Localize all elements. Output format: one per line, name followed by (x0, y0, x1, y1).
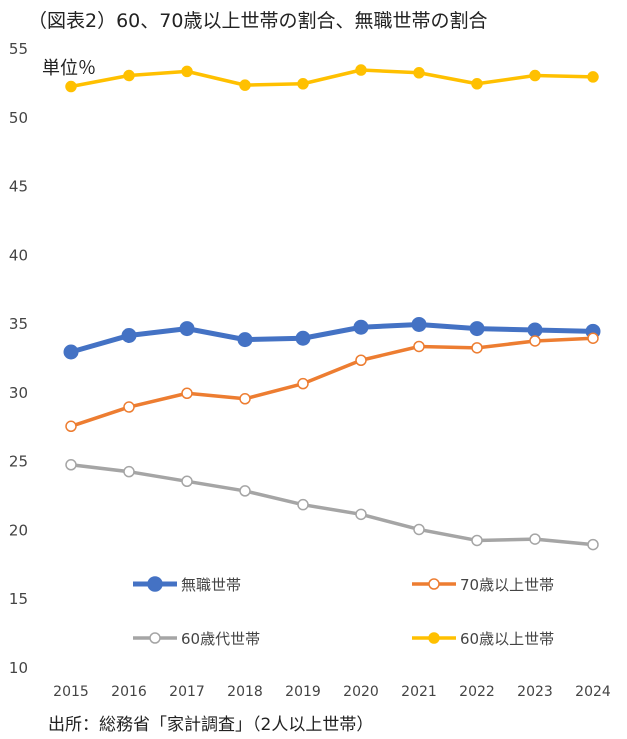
data-point (297, 377, 309, 390)
data-point (239, 79, 251, 91)
data-point (239, 485, 251, 497)
data-point (297, 498, 309, 511)
data-point (353, 319, 369, 335)
data-point (123, 401, 135, 413)
data-point (471, 342, 483, 354)
x-tick-label: 2023 (517, 684, 553, 700)
series-line (70, 463, 594, 547)
x-tick-label: 2019 (285, 684, 321, 700)
data-point (65, 80, 77, 93)
legend-marker (428, 632, 440, 644)
legend-marker (147, 576, 163, 592)
data-point (65, 420, 77, 433)
y-tick-label: 25 (9, 453, 28, 471)
data-point (529, 335, 541, 347)
x-tick-label: 2021 (401, 684, 437, 700)
series-line (70, 68, 594, 89)
data-point (181, 475, 193, 488)
data-point (295, 330, 311, 346)
data-point (471, 534, 483, 547)
data-point (413, 67, 425, 79)
y-tick-label: 15 (9, 590, 28, 608)
y-tick-label: 50 (9, 109, 28, 127)
legend-label: 60歳代世帯 (181, 630, 260, 648)
y-tick-label: 35 (9, 315, 28, 333)
y-tick-label: 55 (9, 40, 28, 58)
data-point (355, 64, 367, 76)
data-point (529, 69, 541, 82)
legend-label: 70歳以上世帯 (460, 576, 554, 594)
data-point (65, 459, 77, 471)
legend-label: 60歳以上世帯 (460, 630, 554, 648)
data-point (411, 316, 427, 332)
x-tick-label: 2015 (53, 684, 89, 700)
x-tick-label: 2017 (169, 684, 205, 700)
data-point (297, 78, 309, 90)
data-point (355, 508, 367, 521)
data-point (587, 332, 599, 344)
series-line (70, 321, 594, 355)
data-point (529, 533, 541, 545)
series-line (70, 336, 594, 428)
data-point (123, 465, 135, 478)
x-tick-label: 2022 (459, 684, 495, 700)
legend-marker (428, 578, 440, 590)
x-tick-label: 2018 (227, 684, 263, 700)
y-tick-label: 20 (9, 521, 28, 539)
data-point (123, 69, 135, 82)
source-note: 出所：総務省「家計調査」（2人以上世帯） (48, 715, 374, 735)
data-point (471, 78, 483, 90)
data-point (469, 321, 485, 337)
x-tick-label: 2020 (343, 684, 379, 700)
y-tick-label: 10 (9, 659, 28, 677)
data-point (121, 327, 137, 343)
y-tick-label: 30 (9, 384, 28, 402)
data-point (587, 538, 599, 551)
unit-label: 単位％ (42, 58, 96, 79)
data-point (527, 322, 543, 338)
data-point (179, 321, 195, 337)
y-tick-label: 45 (9, 178, 28, 196)
data-point (355, 354, 367, 367)
legend-marker (149, 632, 161, 644)
chart-title: （図表2）60、70歳以上世帯の割合、無職世帯の割合 (28, 10, 488, 32)
data-point (587, 71, 599, 83)
data-point (237, 332, 253, 348)
x-tick-label: 2016 (111, 684, 147, 700)
data-point (239, 393, 251, 405)
data-point (181, 387, 193, 400)
data-point (413, 340, 425, 353)
x-tick-label: 2024 (575, 684, 611, 700)
data-point (181, 65, 193, 78)
data-point (413, 523, 425, 536)
y-tick-label: 40 (9, 246, 28, 264)
legend-label: 無職世帯 (181, 576, 241, 594)
data-point (63, 344, 79, 360)
